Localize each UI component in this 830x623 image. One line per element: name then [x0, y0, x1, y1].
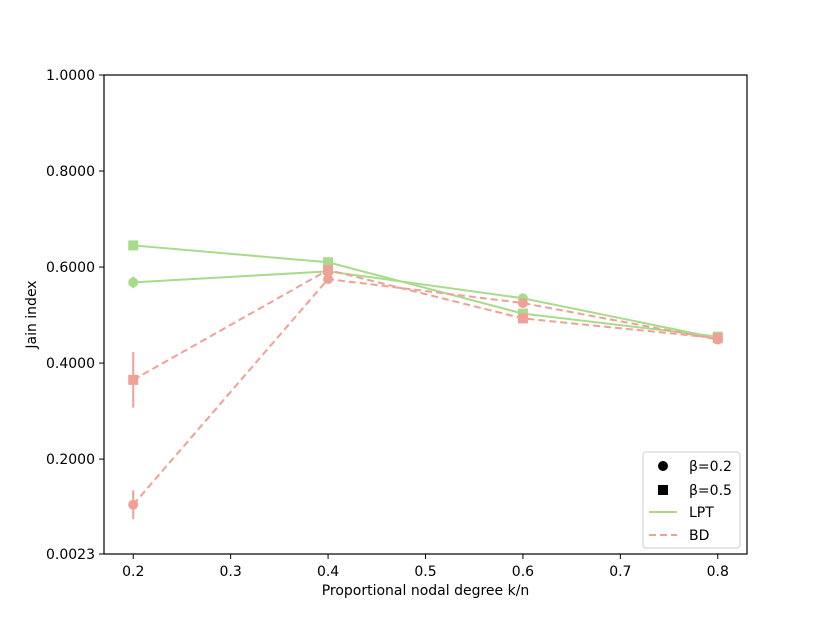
y-tick-label: 0.2000: [46, 452, 95, 468]
x-axis-label: Proportional nodal degree k/n: [322, 583, 530, 599]
legend-marker: [658, 485, 668, 495]
data-point: [128, 499, 139, 510]
y-tick-label: 0.4000: [46, 356, 95, 372]
legend: β=0.2 β=0.5 LPT BD: [642, 451, 741, 549]
series-line-bd-square: [132, 268, 718, 381]
data-point: [323, 274, 334, 285]
data-point: [128, 240, 139, 251]
data-point: [128, 374, 139, 385]
data-point: [712, 333, 723, 344]
legend-marker: [658, 461, 668, 471]
y-axis-label: Jain index: [24, 280, 40, 349]
legend-label: β=0.5: [689, 483, 732, 499]
y-tick-label: 0.8000: [46, 164, 95, 180]
x-axis-ticks: 0.2 0.3 0.4 0.5 0.6 0.7 0.8: [122, 554, 729, 580]
series-line-lpt-square: [133, 244, 718, 338]
data-point: [517, 313, 528, 324]
x-tick-label: 0.2: [122, 564, 144, 580]
legend-label: LPT: [689, 505, 714, 521]
series-line-bd-circle: [132, 277, 718, 506]
x-tick-label: 0.8: [707, 564, 729, 580]
y-tick-label: 0.6000: [46, 260, 95, 276]
legend-box: [642, 451, 741, 549]
y-tick-label: 0.0023: [46, 547, 95, 563]
data-point: [323, 257, 334, 268]
legend-label: β=0.2: [689, 459, 732, 475]
series-line-lpt-circle: [133, 270, 718, 340]
x-tick-label: 0.6: [512, 564, 534, 580]
data-point: [128, 277, 139, 288]
x-tick-label: 0.4: [317, 564, 339, 580]
data-point: [323, 264, 334, 275]
x-tick-label: 0.3: [220, 564, 242, 580]
y-tick-label: 1.0000: [46, 68, 95, 84]
series-layer: [128, 240, 723, 520]
legend-label: BD: [689, 528, 709, 544]
x-tick-label: 0.5: [414, 564, 436, 580]
data-point: [517, 298, 528, 309]
y-axis-ticks: 0.0023 0.2000 0.4000 0.6000 0.8000 1.0000: [46, 68, 104, 563]
x-tick-label: 0.7: [609, 564, 631, 580]
